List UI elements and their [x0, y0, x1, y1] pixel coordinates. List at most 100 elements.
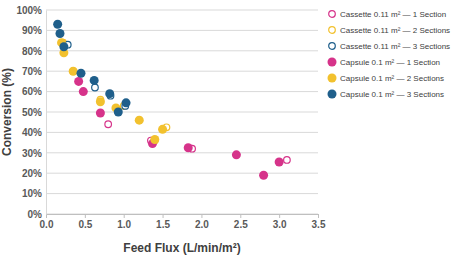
x-tick-label: 1.5: [156, 219, 170, 230]
grid-line: [46, 132, 318, 133]
point: [105, 89, 114, 98]
y-tick: 30%: [22, 148, 46, 159]
x-tick: 1.5: [156, 214, 170, 230]
series: [57, 38, 167, 144]
x-tick-label: 3.0: [273, 219, 287, 230]
x-tick-mark: [85, 214, 86, 218]
point: [259, 171, 268, 180]
chart: 0.0 0.5 1.0 1.5 2.0 2.5 3.0 3.5 0% 10% 20% 30% 40% 50…: [0, 0, 455, 260]
x-tick-mark: [46, 214, 47, 218]
grid: [46, 10, 318, 214]
y-tick-label: 100%: [16, 5, 42, 16]
point: [92, 84, 99, 91]
legend-marker: [329, 43, 336, 50]
point: [96, 97, 105, 106]
series: [53, 20, 130, 117]
x-tick-label: 0.0: [40, 219, 54, 230]
x-tick-mark: [124, 214, 125, 218]
series: [105, 121, 290, 163]
legend-label: Capsule 0.1 m² — 3 Sections: [340, 90, 444, 99]
series: [64, 41, 128, 109]
grid-line: [46, 112, 318, 113]
y-tick: 20%: [22, 168, 46, 179]
point: [114, 108, 123, 117]
y-tick: 80%: [22, 46, 46, 57]
x-tick-label: 0.5: [78, 219, 92, 230]
x-tick-label: 3.5: [312, 219, 326, 230]
legend-item: Capsule 0.1 m² — 2 Sections: [328, 74, 445, 84]
x-tick-mark: [163, 214, 164, 218]
grid-line: [46, 30, 318, 31]
x-axis: 0.0 0.5 1.0 1.5 2.0 2.5 3.0 3.5: [40, 214, 326, 230]
legend-marker: [328, 90, 337, 99]
grid-line: [46, 193, 318, 194]
y-tick-label: 90%: [22, 25, 42, 36]
y-tick: 90%: [22, 25, 46, 36]
point: [59, 42, 68, 51]
legend-label: Capsule 0.1 m² — 2 Sections: [340, 74, 444, 83]
legend-item: Cassette 0.11 m² — 3 Sections: [329, 42, 450, 51]
x-tick-label: 2.5: [234, 219, 248, 230]
point: [90, 76, 99, 85]
legend-item: Capsule 0.1 m² — 1 Section: [328, 58, 441, 68]
grid-line: [46, 71, 318, 72]
x-tick-mark: [279, 214, 280, 218]
legend-marker: [329, 27, 336, 34]
legend-label: Capsule 0.1 m² — 1 Section: [340, 58, 440, 67]
y-tick-label: 30%: [22, 148, 42, 159]
x-tick-mark: [318, 214, 319, 218]
legend-marker: [329, 11, 336, 18]
y-tick-label: 50%: [22, 107, 42, 118]
point: [158, 125, 167, 134]
point: [184, 143, 193, 152]
plot: 0.0 0.5 1.0 1.5 2.0 2.5 3.0 3.5 0% 10% 20% 30% 40% 50…: [16, 5, 325, 230]
point: [275, 157, 284, 166]
x-axis-title: Feed Flux (L/min/m²): [123, 241, 240, 255]
legend-marker: [328, 58, 337, 67]
x-axis-line: [47, 215, 319, 219]
points: [53, 20, 290, 180]
x-tick: 3.5: [312, 214, 326, 230]
legend-item: Capsule 0.1 m² — 3 Sections: [328, 90, 445, 100]
y-tick: 40%: [22, 127, 46, 138]
x-tick: 2.5: [234, 214, 248, 230]
legend-marker: [328, 74, 337, 83]
legend-label: Cassette 0.11 m² — 3 Sections: [340, 42, 450, 51]
y-tick: 10%: [22, 188, 46, 199]
y-tick-label: 20%: [22, 168, 42, 179]
y-axis: 0% 10% 20% 30% 40% 50% 60% 70% 80% 90% 100%: [16, 5, 46, 220]
y-tick-label: 40%: [22, 127, 42, 138]
y-tick-label: 0%: [28, 209, 43, 220]
point: [53, 20, 62, 29]
series: [74, 77, 284, 180]
legend-item: Cassette 0.11 m² — 1 Section: [329, 10, 446, 19]
legend-label: Cassette 0.11 m² — 1 Section: [340, 10, 446, 19]
y-axis-title: Conversion (%): [0, 68, 14, 156]
y-tick-label: 60%: [22, 86, 42, 97]
x-tick: 1.0: [117, 214, 131, 230]
x-tick-mark: [201, 214, 202, 218]
y-tick: 70%: [22, 66, 46, 77]
grid-line: [46, 152, 318, 153]
y-axis-line: [46, 11, 47, 215]
y-tick-label: 70%: [22, 66, 42, 77]
series: [60, 39, 170, 144]
grid-line: [46, 173, 318, 174]
x-tick-label: 2.0: [195, 219, 209, 230]
x-tick-label: 1.0: [117, 219, 131, 230]
x-tick: 0.5: [78, 214, 92, 230]
point: [135, 116, 144, 125]
point: [105, 121, 112, 128]
y-tick: 100%: [16, 5, 46, 16]
y-tick-label: 10%: [22, 188, 42, 199]
y-tick-label: 80%: [22, 46, 42, 57]
legend-item: Cassette 0.11 m² — 2 Sections: [329, 26, 450, 35]
y-tick: 60%: [22, 86, 46, 97]
x-tick: 2.0: [195, 214, 209, 230]
legend: Cassette 0.11 m² — 1 Section Cassette 0.1…: [328, 10, 451, 99]
point: [232, 150, 241, 159]
y-tick: 0%: [28, 209, 46, 220]
point: [55, 29, 64, 38]
point: [69, 67, 78, 76]
point: [122, 98, 131, 107]
